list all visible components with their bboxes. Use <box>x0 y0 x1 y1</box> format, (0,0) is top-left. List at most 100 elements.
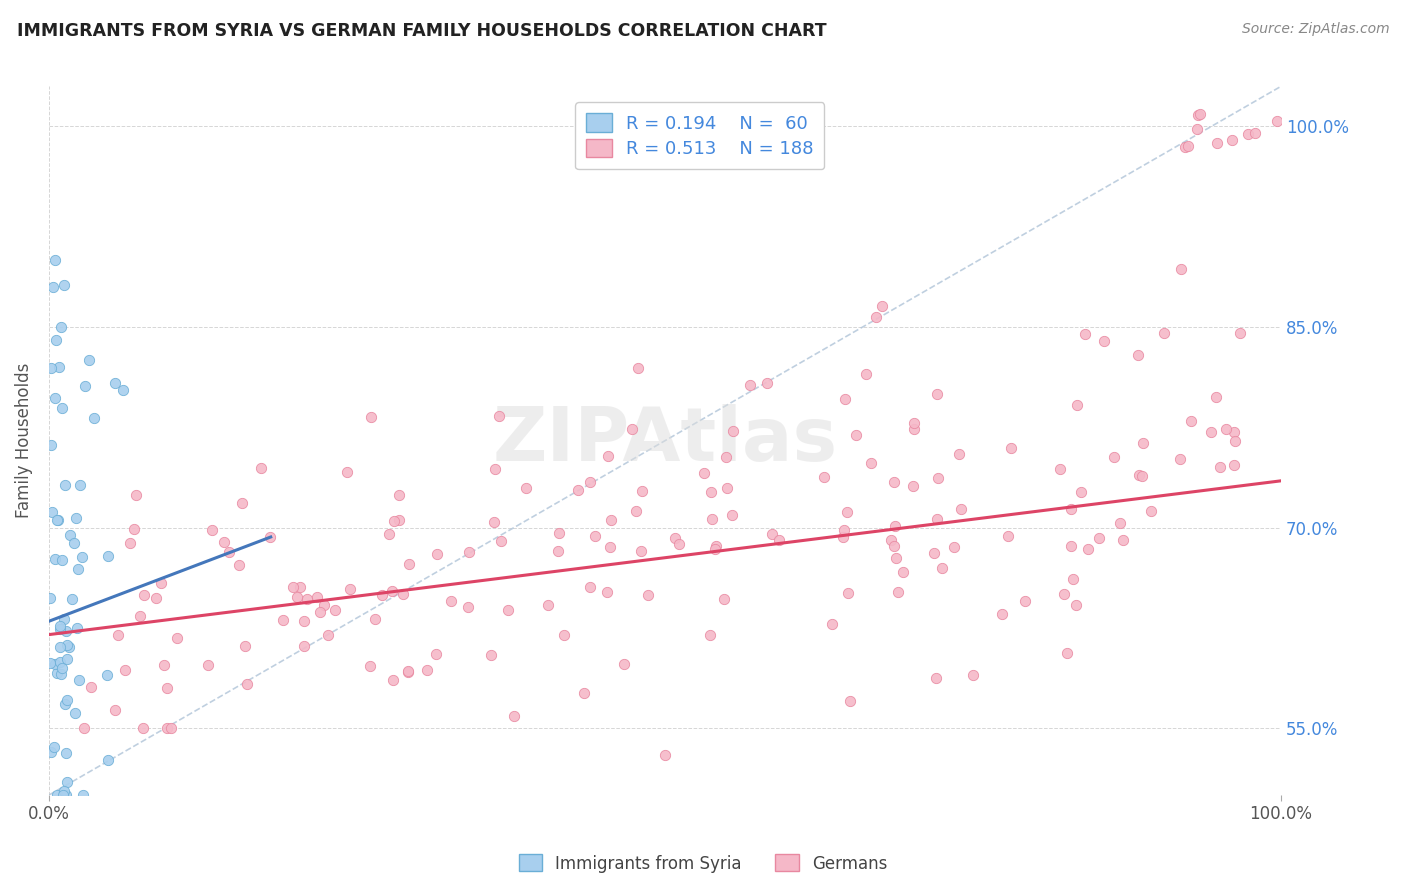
Point <box>307 591 329 605</box>
Point <box>371 588 394 602</box>
Point <box>114 663 136 677</box>
Point <box>382 514 405 528</box>
Point <box>1223 425 1246 439</box>
Point <box>46 788 69 802</box>
Point <box>880 533 903 547</box>
Point <box>1223 434 1246 449</box>
Point <box>714 450 737 464</box>
Point <box>1112 533 1135 547</box>
Point <box>364 612 387 626</box>
Point <box>721 508 744 522</box>
Point <box>288 580 311 594</box>
Point <box>134 588 156 602</box>
Point <box>44 551 66 566</box>
Point <box>1206 136 1229 150</box>
Point <box>931 561 953 575</box>
Point <box>1066 399 1088 413</box>
Point <box>56 774 79 789</box>
Point <box>1170 262 1192 277</box>
Point <box>53 277 76 292</box>
Point <box>44 392 66 406</box>
Point <box>631 484 654 499</box>
Point <box>316 628 339 642</box>
Point <box>1177 138 1199 153</box>
Point <box>664 532 686 546</box>
Point <box>579 475 602 489</box>
Point <box>160 721 183 735</box>
Point <box>1153 326 1175 340</box>
Point <box>49 640 72 654</box>
Point <box>457 545 479 559</box>
Point <box>1265 114 1288 128</box>
Point <box>834 392 856 406</box>
Point <box>1014 594 1036 608</box>
Point <box>1049 462 1071 476</box>
Point <box>1174 140 1197 154</box>
Point <box>613 657 636 671</box>
Point <box>392 587 415 601</box>
Point <box>41 505 63 519</box>
Point <box>482 515 505 529</box>
Point <box>883 539 905 553</box>
Point <box>553 628 575 642</box>
Point <box>72 550 94 565</box>
Point <box>39 438 62 452</box>
Point <box>855 368 877 382</box>
Point <box>271 614 294 628</box>
Point <box>294 614 316 628</box>
Point <box>626 504 648 518</box>
Point <box>1126 348 1149 362</box>
Point <box>235 639 257 653</box>
Point <box>1187 108 1209 122</box>
Point <box>845 428 868 442</box>
Point <box>145 591 167 606</box>
Point <box>1060 502 1083 516</box>
Point <box>323 603 346 617</box>
Point <box>479 648 502 662</box>
Point <box>997 529 1019 543</box>
Point <box>962 667 984 681</box>
Point <box>125 488 148 502</box>
Point <box>547 525 569 540</box>
Point <box>236 676 259 690</box>
Point <box>1199 425 1222 440</box>
Point <box>72 788 94 802</box>
Point <box>1060 540 1083 554</box>
Point <box>51 553 73 567</box>
Point <box>1215 422 1237 436</box>
Point <box>903 417 925 431</box>
Point <box>502 708 524 723</box>
Point <box>38 591 60 605</box>
Point <box>668 536 690 550</box>
Point <box>53 478 76 492</box>
Point <box>51 661 73 675</box>
Point <box>943 540 966 554</box>
Point <box>1205 390 1227 404</box>
Point <box>67 673 90 688</box>
Point <box>51 320 73 334</box>
Point <box>45 334 67 348</box>
Point <box>56 638 79 652</box>
Point <box>883 475 905 490</box>
Point <box>45 666 67 681</box>
Point <box>388 513 411 527</box>
Point <box>388 488 411 502</box>
Point <box>45 512 67 526</box>
Point <box>149 575 172 590</box>
Point <box>515 481 537 495</box>
Point <box>1077 542 1099 557</box>
Point <box>922 546 945 560</box>
Point <box>1108 516 1130 530</box>
Point <box>308 606 330 620</box>
Point <box>314 598 336 612</box>
Point <box>382 673 405 687</box>
Point <box>197 657 219 672</box>
Point <box>339 582 361 596</box>
Point <box>831 531 853 545</box>
Point <box>336 465 359 479</box>
Text: ZIPAtlas: ZIPAtlas <box>492 404 838 477</box>
Point <box>925 387 948 401</box>
Point <box>654 747 676 762</box>
Point <box>1244 127 1267 141</box>
Point <box>1185 122 1208 136</box>
